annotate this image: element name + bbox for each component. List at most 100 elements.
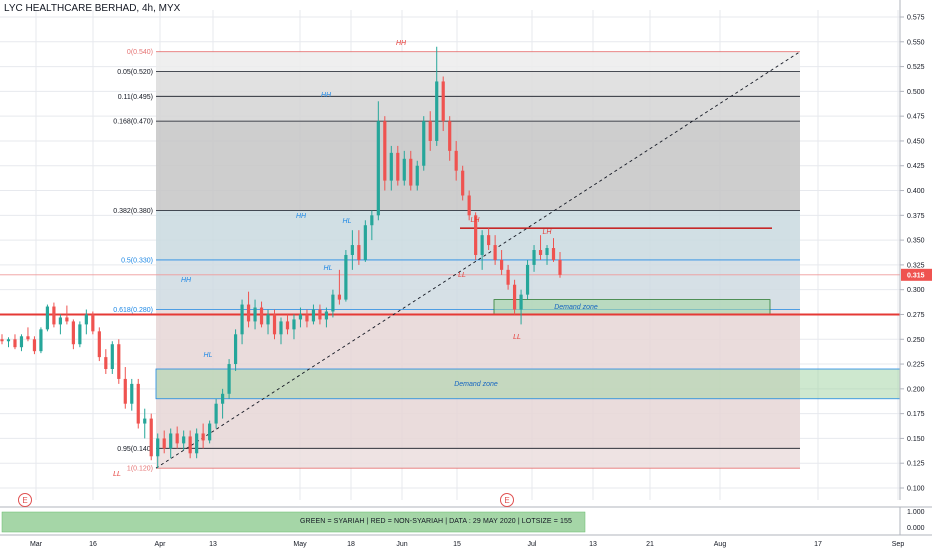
candle-body: [279, 321, 283, 335]
time-tick-label: 13: [589, 541, 597, 548]
last-price-label: 0.315: [907, 272, 925, 279]
candle-body: [188, 436, 192, 454]
demand-zone: [155, 368, 901, 400]
candle-body: [350, 245, 354, 255]
swing-annotation: LH: [543, 229, 553, 236]
candle-body: [227, 364, 231, 394]
candle-body: [162, 438, 166, 449]
candle-body: [71, 321, 75, 345]
fib-level-label: 0.11(0.495): [118, 94, 153, 101]
price-tick-label: 0.150: [907, 436, 925, 443]
candle-body: [474, 215, 478, 255]
candle-body: [91, 314, 95, 332]
price-tick-label: 0.400: [907, 188, 925, 195]
candle-body: [156, 438, 160, 457]
candle-body: [415, 165, 419, 186]
candle-body: [246, 304, 251, 322]
price-tick-label: 0.250: [907, 337, 925, 344]
candle-body: [208, 423, 212, 441]
fib-level-label: 1(0.120): [127, 466, 153, 473]
candle-body: [519, 294, 523, 310]
candle-body: [487, 235, 491, 246]
candle-body: [259, 307, 264, 325]
time-tick-label: Jul: [528, 541, 537, 548]
candle-body: [441, 81, 445, 122]
swing-annotation: HH: [181, 277, 192, 284]
candle-body: [467, 195, 471, 216]
volume-tick-label: 1.000: [907, 509, 925, 516]
time-tick-label: 18: [347, 541, 355, 548]
candle-body: [78, 324, 82, 345]
candle-body: [500, 259, 504, 270]
candle-body: [45, 306, 50, 330]
fib-level-label: 0.5(0.330): [121, 257, 153, 264]
candle-body: [538, 250, 543, 255]
candle-body: [84, 314, 88, 325]
candle-body: [117, 344, 121, 379]
price-tick-label: 0.575: [907, 15, 925, 22]
swing-annotation: LH: [471, 217, 481, 224]
candle-body: [26, 336, 30, 340]
fib-level-label: 0(0.540): [127, 49, 153, 56]
swing-annotation: LL: [113, 471, 121, 478]
demand-zone-label: Demand zone: [554, 304, 598, 311]
fib-level-label: 0.95(0.140): [117, 446, 153, 453]
price-tick-label: 0.300: [907, 287, 925, 294]
candle-body: [396, 152, 400, 181]
time-tick-label: Sep: [892, 541, 905, 548]
candle-body: [551, 248, 556, 260]
candle-body: [370, 215, 374, 226]
swing-annotation: HL: [324, 265, 333, 272]
candle-body: [130, 383, 134, 404]
candle-body: [324, 311, 329, 320]
price-tick-label: 0.475: [907, 114, 925, 121]
candle-body: [409, 158, 413, 186]
candle-body: [428, 121, 432, 141]
candle-body: [298, 314, 303, 320]
price-tick-label: 0.200: [907, 386, 925, 393]
candle-body: [376, 121, 380, 216]
candle-body: [435, 81, 439, 141]
demand-zone-label: Demand zone: [454, 381, 498, 388]
candle-body: [344, 254, 348, 300]
trend-line: [155, 51, 801, 469]
candle-body: [182, 436, 186, 444]
earnings-marker-icon[interactable]: E: [18, 493, 32, 507]
fib-level-label: 0.168(0.470): [113, 119, 153, 126]
swing-annotation: HH: [296, 213, 307, 220]
candle-body: [383, 121, 387, 181]
candle-body: [19, 336, 24, 348]
candle-body: [149, 418, 153, 457]
earnings-marker-icon[interactable]: E: [500, 493, 514, 507]
candle-body: [318, 309, 322, 320]
price-tick-label: 0.175: [907, 411, 925, 418]
volume-bar: [1, 511, 586, 533]
candle-body: [214, 403, 218, 424]
candle-body: [169, 433, 173, 449]
price-tick-label: 0.350: [907, 238, 925, 245]
footer-legend-text: GREEN = SYARIAH | RED = NON-SYARIAH | DA…: [300, 518, 572, 525]
swing-annotation: LL: [458, 272, 466, 279]
candle-body: [493, 245, 497, 260]
candle-body: [272, 314, 277, 335]
time-tick-label: 13: [209, 541, 217, 548]
price-tick-label: 0.275: [907, 312, 925, 319]
time-tick-label: 16: [89, 541, 97, 548]
candle-body: [266, 314, 270, 325]
price-tick-label: 0.125: [907, 461, 925, 468]
time-tick-label: May: [293, 541, 307, 548]
candle-body: [136, 383, 140, 424]
candle-body: [0, 339, 4, 342]
candle-body: [454, 150, 458, 171]
candle-body: [311, 309, 316, 322]
swing-annotation: HH: [396, 40, 407, 47]
candle-body: [480, 235, 484, 255]
candle-body: [448, 121, 452, 151]
candle-body: [532, 250, 536, 265]
fib-level-label: 0.618(0.280): [113, 307, 153, 314]
candle-body: [253, 307, 257, 322]
candle-body: [240, 304, 244, 335]
candle-body: [58, 317, 62, 325]
time-tick-label: 15: [453, 541, 461, 548]
